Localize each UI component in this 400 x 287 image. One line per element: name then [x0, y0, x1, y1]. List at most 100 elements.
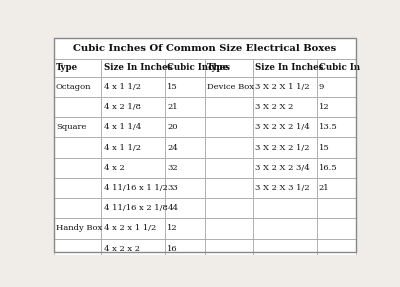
Text: Type: Type [207, 63, 229, 72]
Text: 4 11/16 x 2 1/8: 4 11/16 x 2 1/8 [104, 204, 168, 212]
Bar [54, 38, 356, 59]
Bar [253, 137, 316, 158]
Bar [101, 238, 165, 259]
Bar [205, 238, 253, 259]
Bar [101, 198, 165, 218]
Bar [101, 77, 165, 97]
Bar [54, 137, 101, 158]
Bar [54, 77, 101, 97]
Text: 21: 21 [168, 103, 178, 111]
Text: 4 11/16 x 1 1/2: 4 11/16 x 1 1/2 [104, 184, 168, 192]
Text: Size In Inches: Size In Inches [104, 63, 172, 72]
Text: Size In Inches: Size In Inches [255, 63, 323, 72]
Text: 4 x 1 1/2: 4 x 1 1/2 [104, 83, 140, 91]
Text: 44: 44 [168, 204, 178, 212]
Text: 4 x 1 1/2: 4 x 1 1/2 [104, 144, 140, 152]
Bar [205, 77, 253, 97]
Bar [253, 77, 316, 97]
Bar [101, 117, 165, 137]
Text: 3 X 2 X 2 1/2: 3 X 2 X 2 1/2 [255, 144, 309, 152]
Text: 21: 21 [319, 184, 329, 192]
Bar [205, 218, 253, 238]
Bar [54, 59, 101, 77]
Text: 3 X 2 X 3 1/2: 3 X 2 X 3 1/2 [255, 184, 310, 192]
Text: Type: Type [56, 63, 78, 72]
Text: 16.5: 16.5 [319, 164, 337, 172]
Bar [54, 198, 101, 218]
Text: 12: 12 [168, 224, 178, 232]
Bar [101, 158, 165, 178]
Bar [316, 77, 356, 97]
Text: Cubic Inches: Cubic Inches [319, 63, 382, 72]
Bar [101, 218, 165, 238]
Bar [253, 238, 316, 259]
Bar [253, 238, 316, 259]
Bar [316, 238, 356, 259]
Bar [253, 198, 316, 218]
Text: 4 x 2 x 1 1/2: 4 x 2 x 1 1/2 [104, 224, 156, 232]
Bar [165, 198, 205, 218]
Bar [54, 38, 356, 59]
Bar [165, 77, 205, 97]
Bar [205, 158, 253, 178]
Text: 4 x 2 1/8: 4 x 2 1/8 [104, 103, 140, 111]
Text: Handy Box: Handy Box [56, 224, 102, 232]
Bar [101, 178, 165, 198]
Text: Cubic Inches: Cubic Inches [168, 63, 230, 72]
Bar [54, 97, 101, 117]
Bar [101, 158, 165, 178]
Bar [316, 137, 356, 158]
Bar [101, 97, 165, 117]
Bar [205, 117, 253, 137]
Bar [205, 137, 253, 158]
Bar [54, 97, 101, 117]
Text: 4 x 2 x 2: 4 x 2 x 2 [104, 245, 140, 253]
Bar [165, 178, 205, 198]
Bar [165, 117, 205, 137]
Bar [253, 117, 316, 137]
Bar [54, 137, 101, 158]
Text: 24: 24 [168, 144, 178, 152]
Bar [205, 178, 253, 198]
Bar [165, 137, 205, 158]
Bar [54, 158, 101, 178]
Bar [54, 158, 101, 178]
Bar [316, 59, 356, 77]
Bar [316, 218, 356, 238]
Text: 3 X 2 X 2: 3 X 2 X 2 [255, 103, 293, 111]
Text: 33: 33 [168, 184, 178, 192]
Text: Cubic Inches Of Common Size Electrical Boxes: Cubic Inches Of Common Size Electrical B… [73, 44, 337, 53]
Bar [253, 117, 316, 137]
Bar [205, 137, 253, 158]
Bar [165, 218, 205, 238]
Bar [316, 97, 356, 117]
Bar [316, 59, 356, 77]
Bar [165, 238, 205, 259]
Text: 13.5: 13.5 [319, 123, 338, 131]
Bar [54, 178, 101, 198]
Bar [253, 97, 316, 117]
Bar [205, 198, 253, 218]
Bar [205, 218, 253, 238]
Bar [54, 77, 101, 97]
Bar [253, 198, 316, 218]
Bar [165, 97, 205, 117]
Bar [54, 117, 101, 137]
Bar [101, 198, 165, 218]
Bar [54, 59, 101, 77]
Text: Device Box: Device Box [207, 83, 254, 91]
Bar [54, 238, 101, 259]
Bar [253, 218, 316, 238]
Bar [101, 137, 165, 158]
Bar [316, 198, 356, 218]
Bar [54, 117, 101, 137]
Bar [165, 198, 205, 218]
Text: 12: 12 [319, 103, 329, 111]
Bar [205, 238, 253, 259]
Text: 3 X 2 X 2 3/4: 3 X 2 X 2 3/4 [255, 164, 310, 172]
Bar [54, 218, 101, 238]
Bar [253, 218, 316, 238]
Bar [253, 59, 316, 77]
Bar [101, 59, 165, 77]
Text: 9: 9 [319, 83, 324, 91]
